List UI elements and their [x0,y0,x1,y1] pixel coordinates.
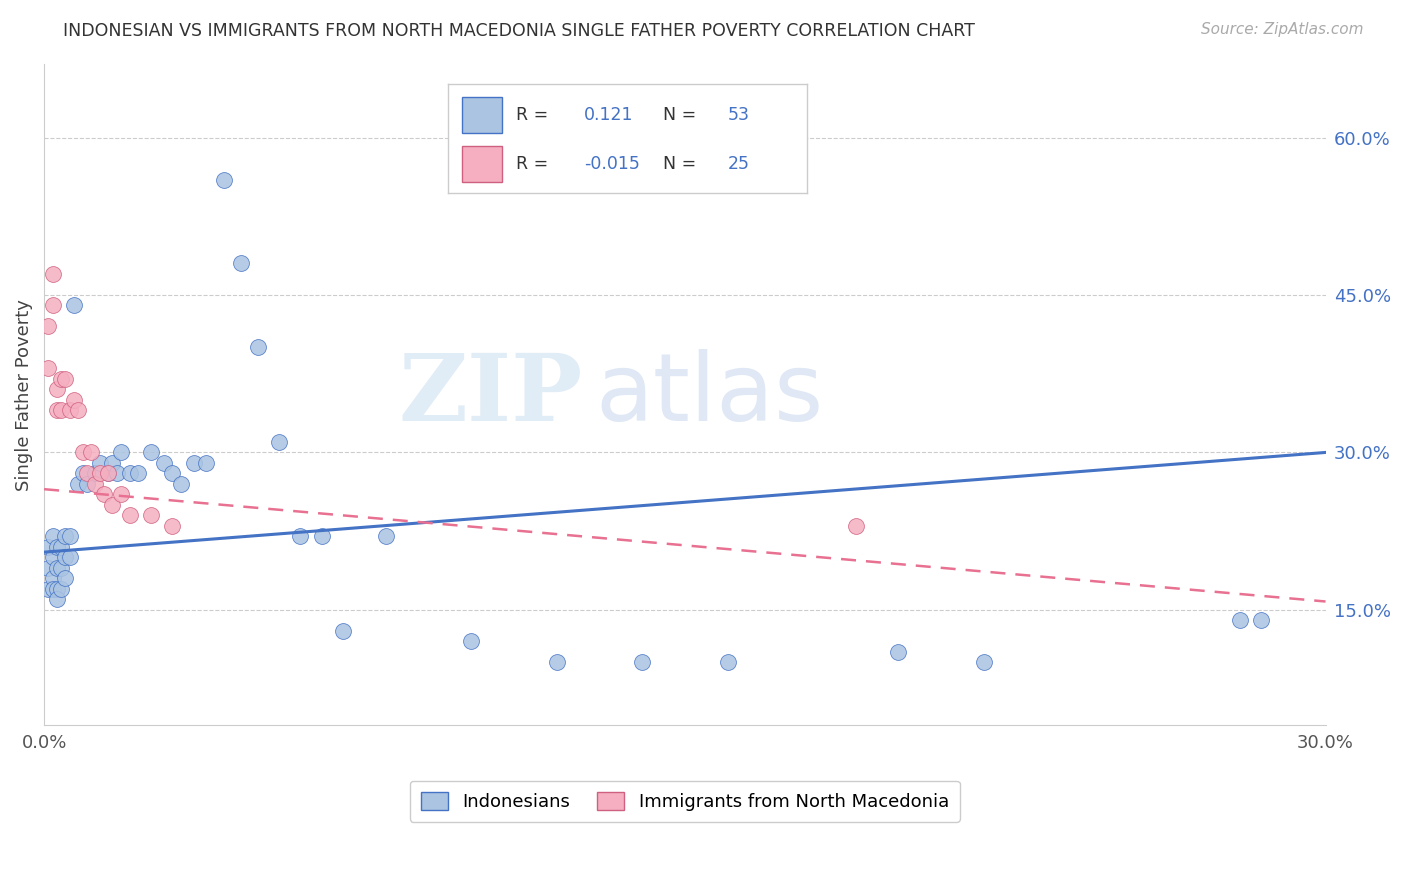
Point [41,267,63,281]
Point [267,434,290,449]
Point [76,467,98,481]
Point [1250,614,1272,628]
Text: ZIP: ZIP [398,350,582,440]
Point [55,550,77,565]
Point [45,561,67,575]
Point [59,403,82,417]
Point [887,645,910,659]
Point [72,445,94,459]
Point [37,582,59,596]
Point [332,624,354,638]
Point [845,519,868,533]
Point [51,403,73,417]
Point [118,467,141,481]
Point [546,656,568,670]
Point [195,456,218,470]
Point [93,487,115,501]
Point [41,571,63,585]
Point [374,529,396,543]
Point [67,403,90,417]
Point [162,519,184,533]
Point [41,298,63,312]
Point [127,467,149,481]
Point [97,467,120,481]
Point [716,656,738,670]
Point [45,592,67,607]
Point [460,634,482,648]
Point [41,582,63,596]
Point [101,456,124,470]
Point [37,540,59,554]
Text: Source: ZipAtlas.com: Source: ZipAtlas.com [1201,22,1364,37]
Text: INDONESIAN VS IMMIGRANTS FROM NORTH MACEDONIA SINGLE FATHER POVERTY CORRELATION : INDONESIAN VS IMMIGRANTS FROM NORTH MACE… [63,22,976,40]
Point [59,550,82,565]
Point [51,372,73,386]
Point [183,456,205,470]
Point [72,467,94,481]
Point [59,529,82,543]
Y-axis label: Single Father Poverty: Single Father Poverty [15,299,32,491]
Point [105,467,128,481]
Point [246,341,269,355]
Point [41,529,63,543]
Point [45,403,67,417]
Point [41,550,63,565]
Point [89,456,111,470]
Point [45,540,67,554]
Point [63,392,86,407]
Point [290,529,312,543]
Point [80,445,103,459]
Point [51,540,73,554]
Point [229,256,252,270]
Point [63,298,86,312]
Point [55,571,77,585]
Point [55,372,77,386]
Point [37,561,59,575]
Point [162,467,184,481]
Point [37,361,59,376]
Point [67,477,90,491]
Point [51,582,73,596]
Point [212,172,235,186]
Point [84,477,107,491]
Point [973,656,995,670]
Point [55,529,77,543]
Point [311,529,333,543]
Point [84,467,107,481]
Point [152,456,174,470]
Point [51,561,73,575]
Point [45,582,67,596]
Point [170,477,193,491]
Point [110,487,132,501]
Point [118,508,141,523]
Point [139,508,162,523]
Point [45,383,67,397]
Point [101,498,124,512]
Point [37,319,59,334]
Point [1229,614,1251,628]
Legend: Indonesians, Immigrants from North Macedonia: Indonesians, Immigrants from North Maced… [411,780,960,822]
Point [139,445,162,459]
Point [631,656,654,670]
Point [97,467,120,481]
Point [110,445,132,459]
Point [89,467,111,481]
Text: atlas: atlas [595,349,824,441]
Point [76,477,98,491]
